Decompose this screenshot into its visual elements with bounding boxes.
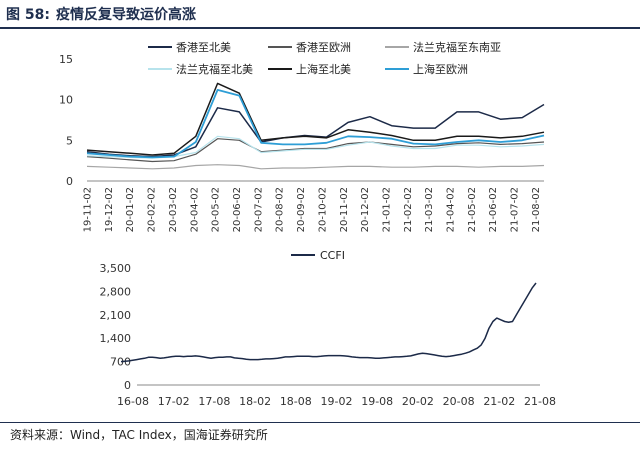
chart1-legend-label-3: 法兰克福至北美	[176, 62, 253, 76]
chart2-x-tick-5: 19-02	[321, 395, 353, 408]
chart1-legend-label-2: 法兰克福至东南亚	[413, 40, 501, 54]
chart1-x-tick-15: 21-02-02	[403, 187, 414, 232]
chart2-x-tick-4: 18-08	[280, 395, 312, 408]
chart1-x-tick-21: 21-08-02	[531, 187, 542, 232]
chart1-x-tick-19: 21-06-02	[488, 187, 499, 232]
chart2-x-tick-6: 19-08	[361, 395, 393, 408]
chart1-x-tick-10: 20-09-02	[296, 187, 307, 232]
chart2-x-tick-9: 21-02	[483, 395, 515, 408]
chart2-x-tick-7: 20-02	[402, 395, 434, 408]
chart1-x-tick-8: 20-07-02	[253, 187, 264, 232]
chart1-series-line-0	[86, 103, 545, 158]
chart1-x-tick-13: 20-12-02	[360, 187, 371, 232]
source-note: 资料来源：Wind，TAC Index，国海证券研究所	[10, 428, 268, 442]
figure-title: 图 58: 疫情反复导致运价高涨	[6, 4, 196, 24]
chart1-y-tick-0: 0	[66, 175, 73, 188]
top-rule	[0, 27, 640, 29]
chart2-y-tick-5: 3,500	[100, 262, 132, 275]
chart1-x-tick-5: 20-04-02	[189, 187, 200, 232]
chart1-series-line-5	[86, 89, 545, 159]
chart1-legend-label-0: 香港至北美	[176, 41, 231, 54]
chart1-x-tick-20: 21-07-02	[510, 187, 521, 232]
chart2-x-tick-0: 16-08	[117, 395, 149, 408]
chart1-y-tick-3: 15	[59, 53, 73, 66]
chart1-x-tick-3: 20-02-02	[147, 187, 158, 232]
chart2-x-tick-8: 20-08	[443, 395, 475, 408]
chart1-x-tick-6: 20-05-02	[211, 187, 222, 232]
chart1-x-tick-11: 20-10-02	[317, 187, 328, 232]
figure-number: 图 58:	[6, 7, 50, 23]
chart1-series-line-1	[86, 138, 545, 163]
chart1-series-line-2	[86, 164, 545, 170]
chart1-x-tick-9: 20-08-02	[275, 187, 286, 232]
chart1-y-tick-2: 10	[59, 94, 73, 107]
chart2-x-tick-3: 18-02	[239, 395, 271, 408]
chart1-y-tick-1: 5	[66, 134, 73, 147]
chart2-legend-label-0: CCFI	[320, 249, 345, 262]
chart2-y-tick-4: 2,800	[100, 285, 132, 298]
chart2-x-tick-10: 21-08	[524, 395, 556, 408]
chart1-legend-label-4: 上海至北美	[296, 62, 351, 76]
chart1-x-tick-17: 21-04-02	[446, 187, 457, 232]
chart2-y-tick-3: 2,100	[100, 309, 132, 322]
chart2-x-tick-2: 17-08	[198, 395, 230, 408]
figure-title-text: 疫情反复导致运价高涨	[55, 7, 196, 23]
chart1-legend-label-1: 香港至欧洲	[296, 41, 351, 54]
chart1-series-line-4	[86, 82, 545, 156]
chart2-y-tick-2: 1,400	[100, 332, 132, 345]
chart1-x-tick-16: 21-03-02	[424, 187, 435, 232]
chart1-x-tick-2: 20-01-02	[125, 187, 136, 232]
chart2-y-tick-1: 700	[110, 356, 131, 369]
chart1-x-tick-14: 21-01-02	[381, 187, 392, 232]
chart2-y-tick-0: 0	[124, 379, 131, 392]
chart2-series-line-0	[120, 282, 537, 363]
bottom-rule	[0, 422, 640, 423]
chart1-x-tick-7: 20-06-02	[232, 187, 243, 232]
chart1-x-tick-18: 21-05-02	[467, 187, 478, 232]
chart2-x-tick-1: 17-02	[158, 395, 190, 408]
chart1-x-tick-4: 20-03-02	[168, 187, 179, 232]
chart1-x-tick-12: 20-11-02	[339, 187, 350, 232]
chart1-x-tick-1: 19-12-02	[104, 187, 115, 232]
chart1-x-tick-0: 19-11-02	[83, 187, 94, 232]
chart1-legend-label-5: 上海至欧洲	[413, 62, 468, 76]
